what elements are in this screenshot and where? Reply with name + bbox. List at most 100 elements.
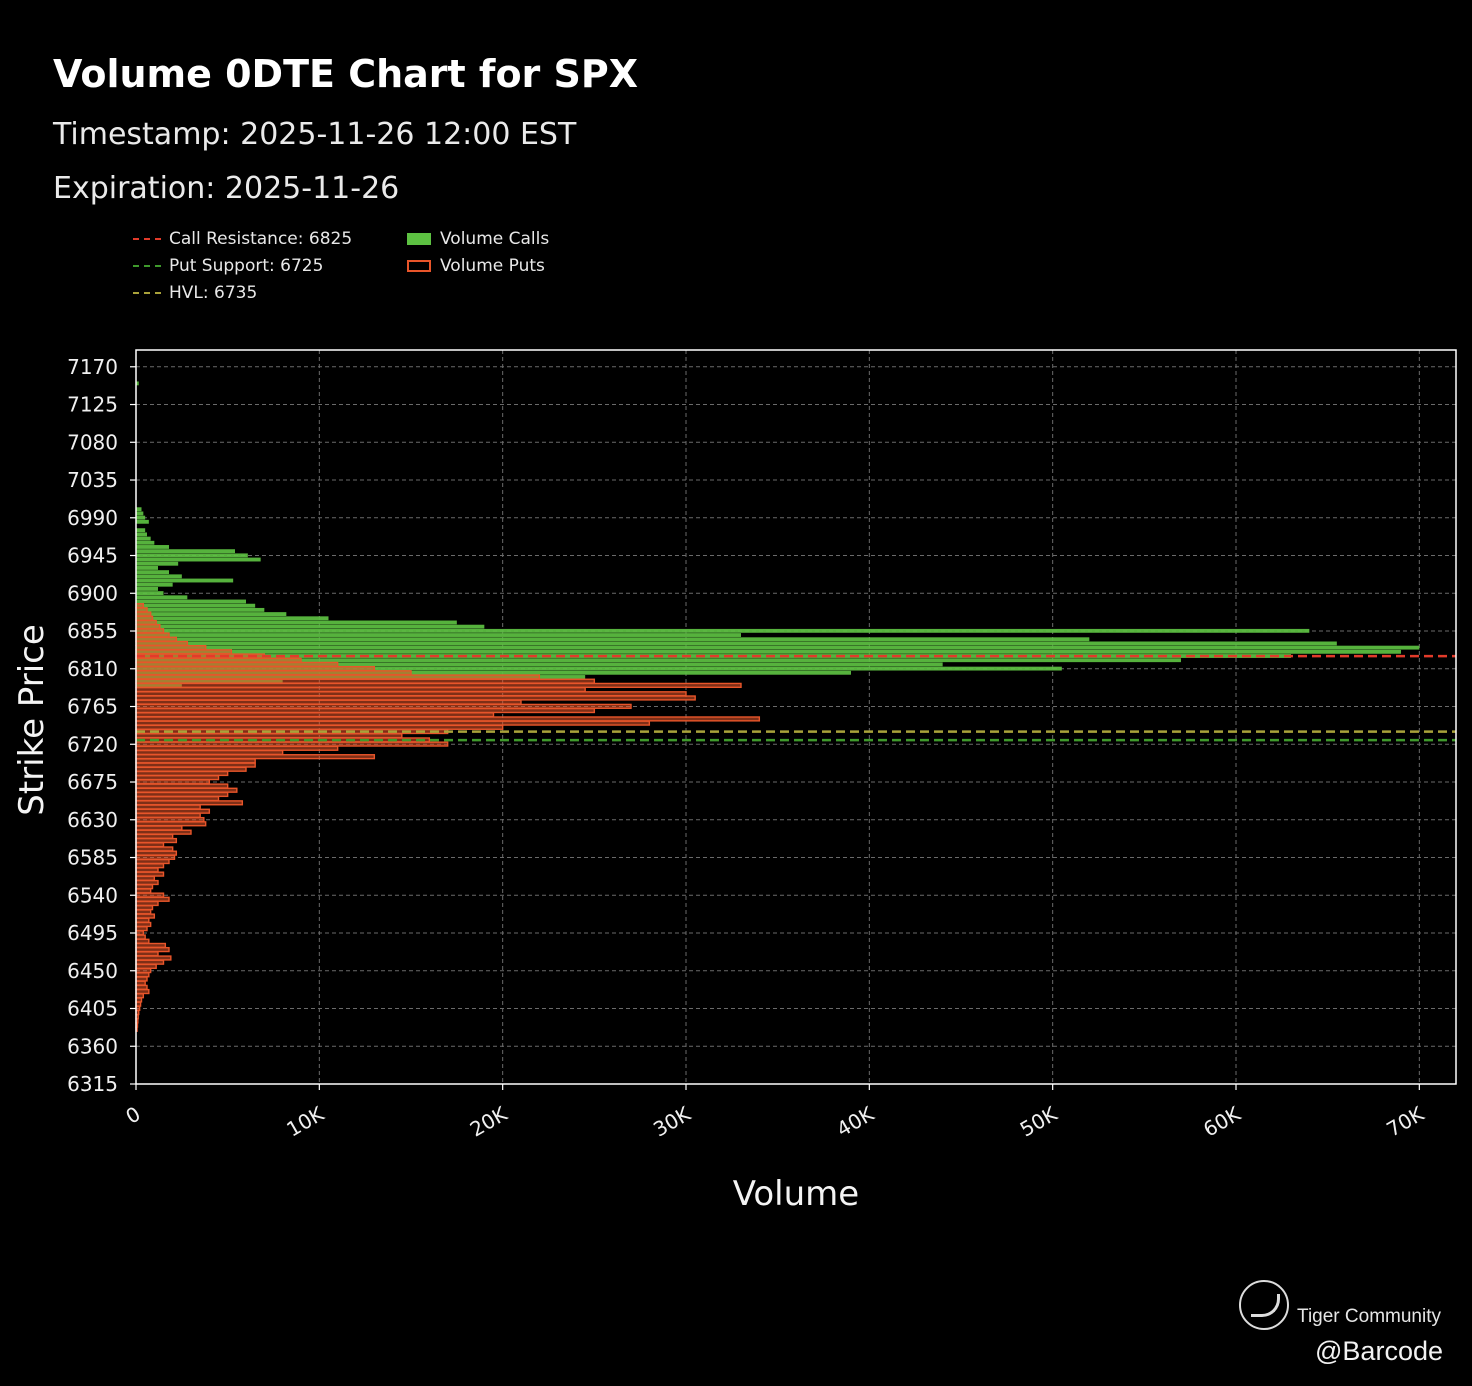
call-volume-bar: [136, 532, 147, 537]
volume-chart: 6315 6360 6405 6450 6495 6540 6585 6630 6675 6720…: [12, 349, 1457, 1214]
put-volume-bar: [135, 913, 156, 919]
call-volume-bar: [136, 570, 169, 575]
call-volume-bar: [136, 670, 851, 675]
legend-swatch-volume-calls: [407, 233, 431, 245]
put-volume-bar: [135, 963, 157, 970]
y-tick-label: 7035: [67, 468, 118, 492]
put-volume-bar: [135, 628, 165, 634]
put-volume-bar: [135, 825, 183, 831]
put-volume-bar: [135, 934, 146, 940]
put-volume-bar: [135, 695, 696, 701]
put-volume-bar: [135, 808, 211, 814]
legend-label-volume-puts: Volume Puts: [440, 256, 545, 276]
call-volume-bar: [136, 557, 261, 562]
put-volume-bar: [135, 997, 143, 1003]
legend-call-resistance: Call Resistance: 6825: [133, 229, 352, 249]
put-volume-bar: [135, 779, 211, 785]
call-volume-bar: [136, 591, 164, 596]
put-volume-bar: [135, 665, 376, 672]
call-volume-bar: [136, 666, 1062, 671]
legend-swatch-hvl: [133, 292, 161, 294]
put-volume-bar: [135, 707, 596, 714]
put-volume-bar: [135, 703, 632, 709]
put-volume-bar: [135, 959, 165, 965]
call-volume-bar: [136, 641, 1337, 646]
y-tick-label: 6315: [67, 1072, 118, 1096]
legend-label-volume-calls: Volume Calls: [440, 229, 550, 249]
put-volume-bar: [135, 812, 201, 819]
chart-title: Volume 0DTE Chart for SPX: [53, 52, 639, 96]
put-volume-bar: [135, 900, 159, 907]
call-volume-bar: [136, 662, 943, 667]
call-volume-bar: [136, 561, 179, 566]
expiration-label: Expiration: 2025-11-26: [53, 171, 400, 206]
put-volume-bar: [135, 972, 150, 978]
put-volume-bar: [135, 624, 161, 630]
put-volume-bar: [135, 749, 284, 756]
put-volume-bar: [135, 775, 220, 781]
put-volume-bar: [135, 720, 651, 726]
put-volume-bar: [135, 724, 504, 730]
y-tick-label: 6765: [67, 695, 118, 719]
call-volume-bar: [136, 645, 1420, 650]
put-volume-bar: [135, 795, 220, 802]
put-volume-bar: [135, 670, 412, 676]
call-volume-bar: [136, 578, 234, 583]
legend-label-call-resistance: Call Resistance: 6825: [169, 229, 353, 249]
call-volume-bar: [136, 528, 146, 533]
call-volume-bar: [136, 612, 287, 617]
put-volume-bar: [135, 863, 165, 869]
call-volume-bar: [136, 540, 155, 545]
call-volume-bar: [136, 595, 188, 600]
put-volume-bar: [135, 640, 189, 647]
put-volume-bar: [135, 733, 403, 739]
call-volume-bar: [136, 566, 158, 570]
y-tick-label: 6720: [67, 732, 118, 756]
timestamp-label: Timestamp: 2025-11-26 12:00 EST: [53, 117, 577, 152]
put-volume-bar: [135, 619, 157, 626]
y-tick-label: 6585: [67, 846, 118, 870]
put-volume-bar: [135, 955, 172, 961]
tiger-logo-icon: [1239, 1280, 1290, 1330]
put-volume-bar: [135, 993, 145, 999]
put-volume-bar: [135, 896, 170, 902]
put-volume-bar: [135, 787, 238, 793]
y-tick-label: 6540: [67, 883, 118, 907]
x-tick-label: 0: [121, 1102, 144, 1129]
put-volume-bar: [135, 951, 159, 957]
call-volume-bar: [136, 624, 485, 629]
put-volume-bar: [135, 871, 165, 877]
y-tick-label: 6900: [67, 581, 118, 605]
x-tick-label: 40K: [832, 1101, 878, 1142]
put-volume-bar: [135, 615, 154, 621]
legend-volume-puts: Volume Puts: [407, 256, 545, 276]
put-volume-bar: [135, 850, 178, 856]
call-volume-bar: [136, 574, 182, 579]
tiger-community-watermark: Tiger Community: [1239, 1280, 1441, 1342]
call-volume-bar: [136, 586, 158, 591]
put-volume-bar: [135, 854, 176, 860]
put-volume-bar: [135, 976, 148, 982]
put-volume-bar: [135, 607, 148, 613]
put-volume-bar: [135, 892, 165, 898]
call-volume-bar: [136, 545, 169, 549]
put-volume-bar: [135, 699, 522, 705]
call-volume-bar: [136, 603, 256, 608]
put-volume-bar: [135, 846, 174, 852]
legend-put-support: Put Support: 6725: [133, 256, 323, 276]
y-tick-label: 7125: [67, 393, 118, 417]
put-volume-bar: [135, 867, 159, 873]
put-volume-bar: [135, 909, 152, 915]
call-volume-bar: [136, 507, 142, 512]
put-volume-bar: [135, 770, 229, 777]
put-volume-bar: [135, 716, 761, 722]
put-volume-bar: [135, 682, 742, 689]
y-tick-label: 6990: [67, 506, 118, 530]
put-volume-bar: [135, 984, 148, 990]
legend-label-hvl: HVL: 6735: [169, 283, 258, 303]
y-tick-label: 7080: [67, 430, 118, 454]
x-tick-label: 70K: [1382, 1101, 1428, 1142]
y-tick-label: 6405: [67, 997, 118, 1021]
put-volume-bar: [135, 988, 150, 995]
put-volume-bar: [135, 821, 207, 827]
